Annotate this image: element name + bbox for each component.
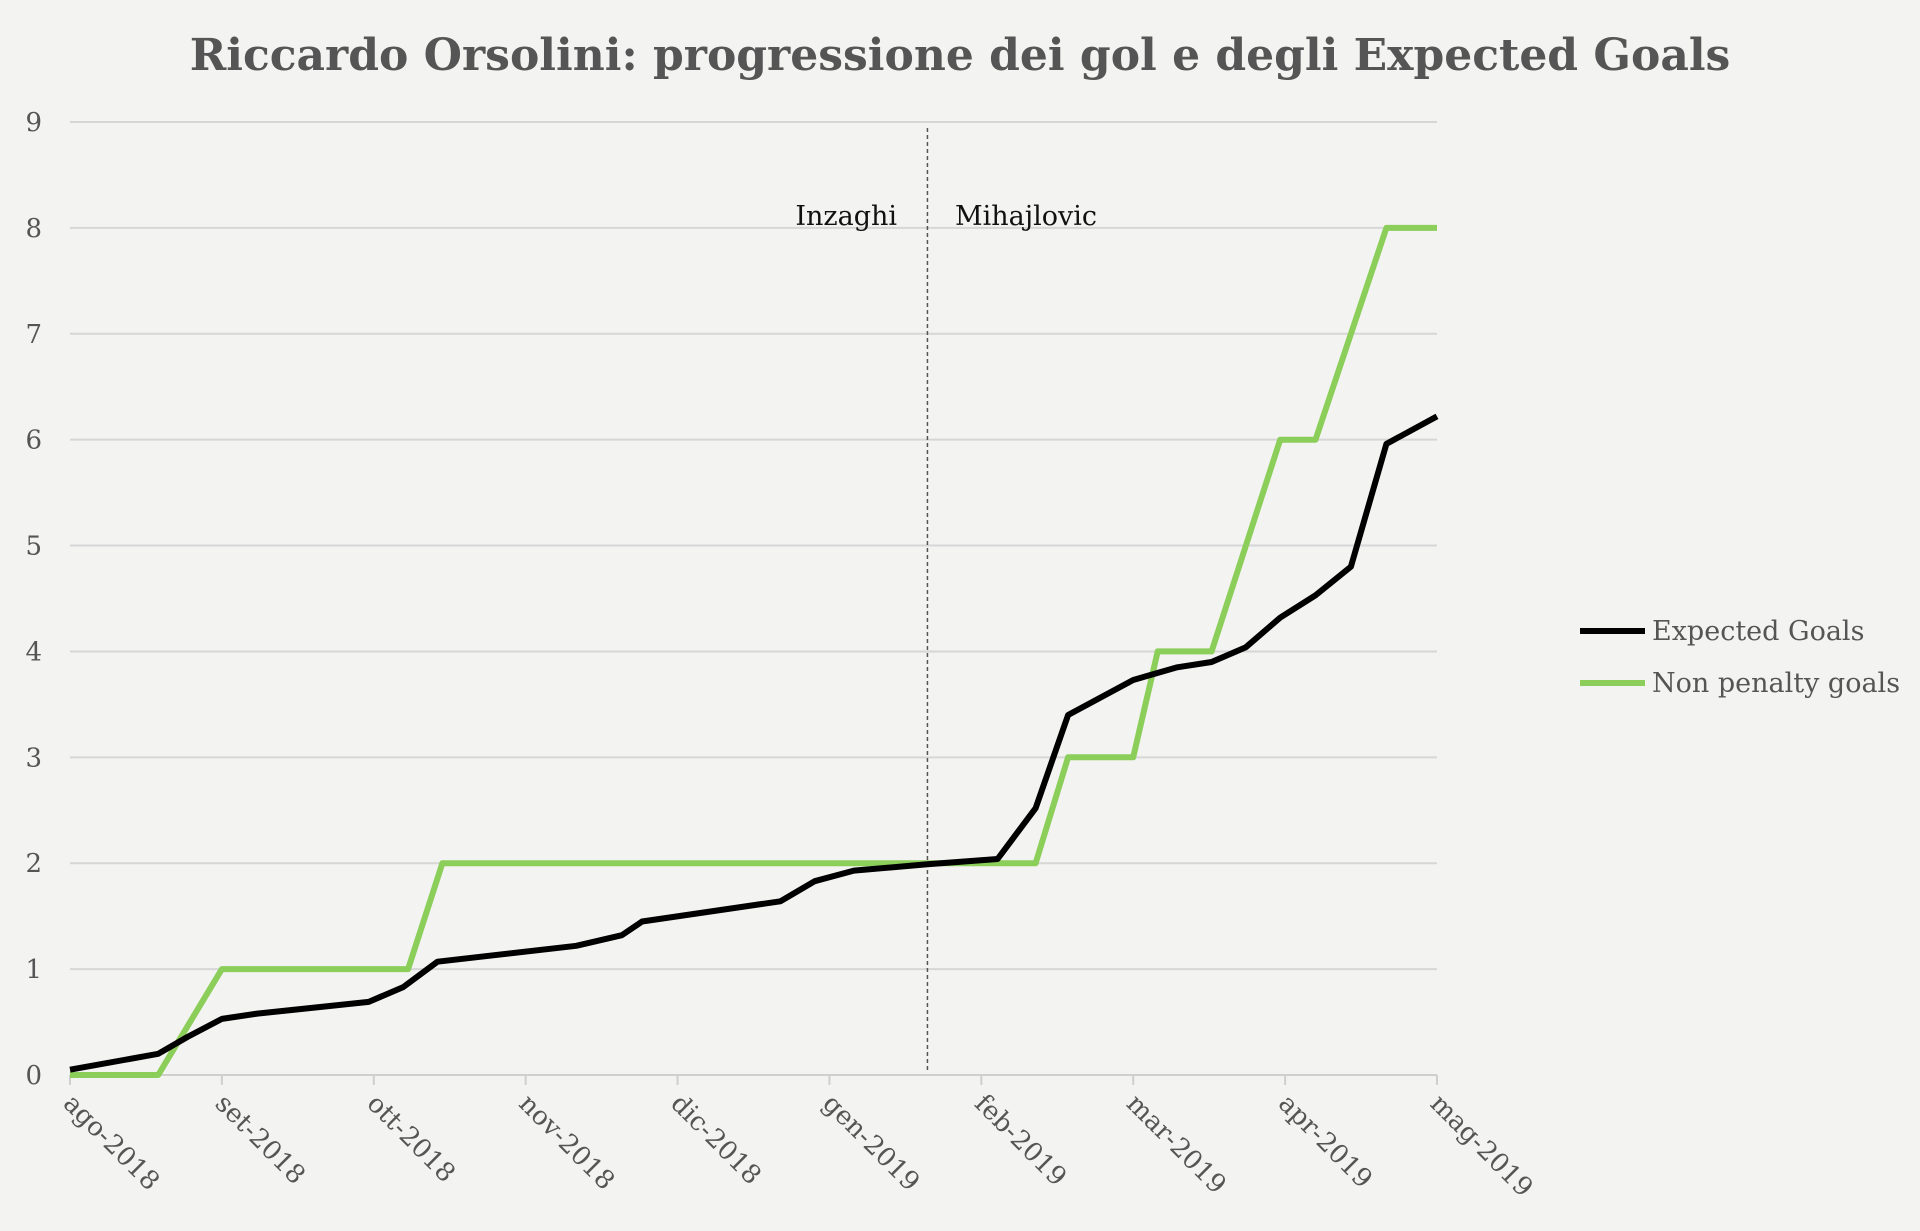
- y-tick-label: 4: [25, 637, 42, 667]
- series-line-non-penalty-goals: [70, 224, 1437, 1078]
- y-tick-label: 8: [25, 214, 42, 244]
- legend-label: Non penalty goals: [1652, 668, 1900, 699]
- y-axis-ticks: 0 1 2 3 4 5 6 7 8 9: [25, 108, 42, 1091]
- y-tick-label: 0: [25, 1061, 42, 1091]
- y-tick-label: 2: [25, 849, 42, 879]
- annotation-inzaghi: Inzaghi: [795, 201, 897, 232]
- y-tick-label: 9: [25, 108, 42, 138]
- y-tick-label: 3: [25, 743, 42, 773]
- y-tick-label: 1: [25, 955, 42, 985]
- gridlines: [70, 121, 1437, 971]
- y-tick-label: 7: [25, 320, 42, 350]
- chart-title: Riccardo Orsolini: progressione dei gol …: [190, 30, 1731, 81]
- legend: Expected Goals Non penalty goals: [1580, 616, 1900, 699]
- legend-label: Expected Goals: [1652, 616, 1864, 647]
- series-line-expected-goals: [69, 413, 1439, 1073]
- series-lines: [69, 224, 1439, 1078]
- y-tick-label: 5: [25, 532, 42, 562]
- annotation-mihajlovic: Mihajlovic: [955, 201, 1097, 232]
- y-tick-label: 6: [25, 426, 42, 456]
